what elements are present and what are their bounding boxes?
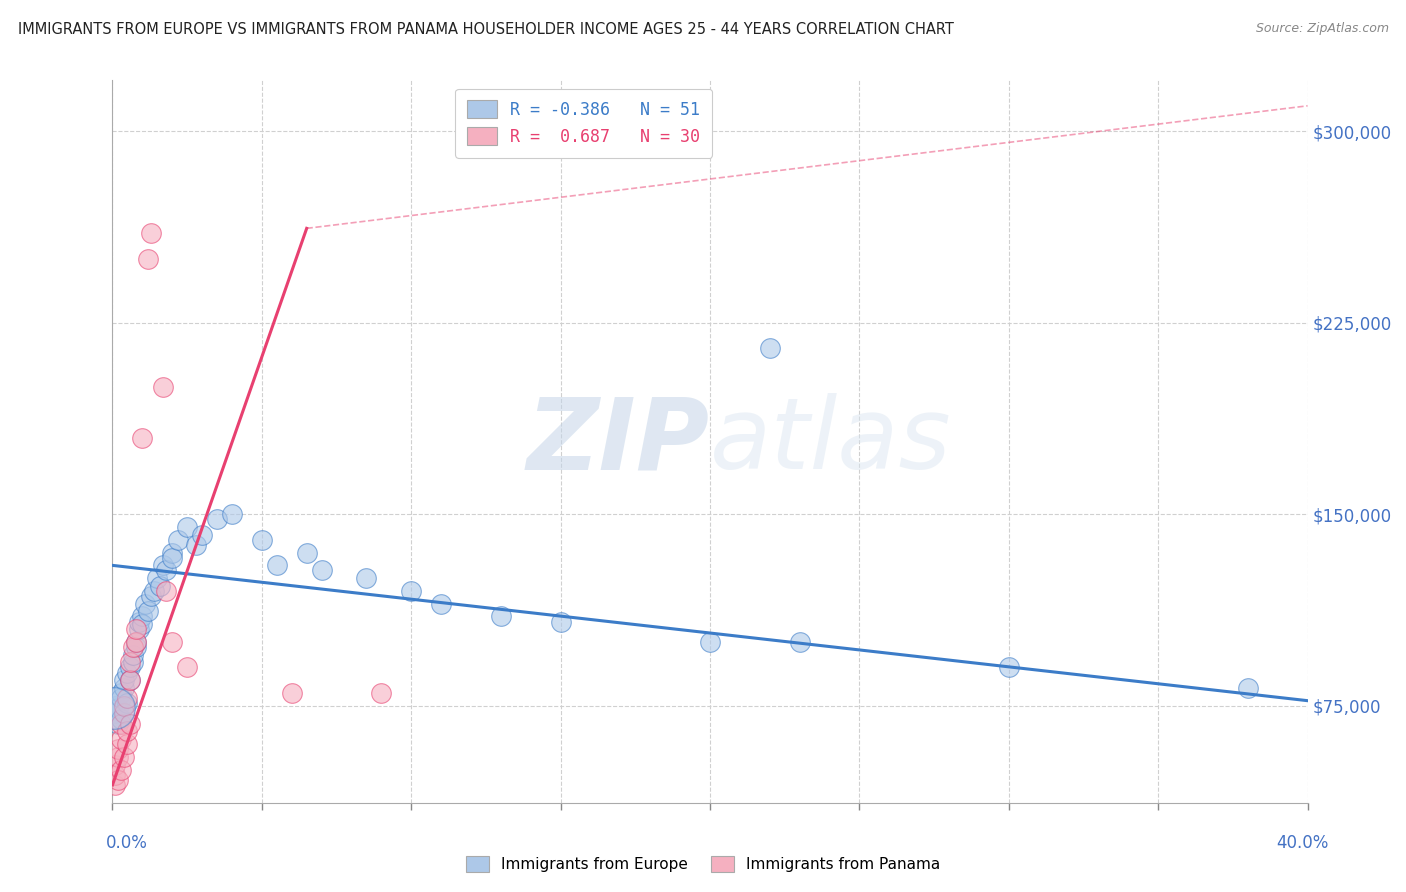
Point: [122, 640, 145, 654]
Point: [1237, 681, 1260, 695]
Point: [131, 609, 153, 624]
Point: [167, 533, 190, 547]
Point: [146, 571, 169, 585]
Point: [117, 737, 139, 751]
Point: [110, 731, 132, 746]
Point: [155, 564, 177, 578]
Point: [162, 635, 183, 649]
Point: [162, 550, 183, 565]
Point: [107, 716, 129, 731]
Text: 40.0%: 40.0%: [1277, 834, 1329, 852]
Point: [117, 691, 139, 706]
Point: [149, 579, 172, 593]
Point: [138, 252, 160, 266]
Point: [120, 656, 142, 670]
Point: [114, 749, 135, 764]
Point: [117, 665, 139, 680]
Point: [125, 640, 148, 654]
Point: [152, 558, 174, 573]
Point: [138, 604, 160, 618]
Point: [104, 698, 127, 713]
Point: [114, 706, 135, 721]
Point: [789, 635, 811, 649]
Point: [125, 635, 148, 649]
Point: [125, 622, 148, 636]
Legend: Immigrants from Europe, Immigrants from Panama: Immigrants from Europe, Immigrants from …: [458, 848, 948, 880]
Point: [250, 533, 273, 547]
Point: [125, 635, 148, 649]
Point: [120, 673, 142, 688]
Legend: R = -0.386   N = 51, R =  0.687   N = 30: R = -0.386 N = 51, R = 0.687 N = 30: [456, 88, 711, 158]
Point: [295, 546, 318, 560]
Text: Source: ZipAtlas.com: Source: ZipAtlas.com: [1256, 22, 1389, 36]
Text: 0.0%: 0.0%: [105, 834, 148, 852]
Point: [370, 686, 392, 700]
Point: [110, 712, 132, 726]
Point: [205, 512, 228, 526]
Point: [103, 701, 125, 715]
Point: [191, 527, 214, 541]
Point: [356, 571, 378, 585]
Point: [699, 635, 721, 649]
Point: [107, 772, 129, 787]
Text: atlas: atlas: [710, 393, 952, 490]
Point: [143, 583, 166, 598]
Point: [176, 660, 198, 674]
Point: [107, 742, 129, 756]
Point: [104, 778, 127, 792]
Point: [128, 615, 150, 629]
Point: [430, 597, 453, 611]
Text: IMMIGRANTS FROM EUROPE VS IMMIGRANTS FROM PANAMA HOUSEHOLDER INCOME AGES 25 - 44: IMMIGRANTS FROM EUROPE VS IMMIGRANTS FRO…: [18, 22, 955, 37]
Point: [401, 583, 423, 598]
Point: [176, 520, 198, 534]
Point: [104, 768, 127, 782]
Point: [131, 431, 153, 445]
Point: [155, 583, 177, 598]
Point: [134, 597, 156, 611]
Point: [120, 673, 142, 688]
Point: [110, 763, 132, 777]
Point: [120, 660, 142, 674]
Point: [759, 342, 782, 356]
Point: [281, 686, 304, 700]
Point: [489, 609, 512, 624]
Point: [311, 564, 333, 578]
Point: [107, 701, 129, 715]
Point: [114, 698, 135, 713]
Point: [117, 696, 139, 710]
Point: [131, 617, 153, 632]
Point: [114, 681, 135, 695]
Point: [107, 749, 129, 764]
Point: [114, 673, 135, 688]
Point: [141, 589, 163, 603]
Point: [122, 648, 145, 662]
Point: [266, 558, 288, 573]
Point: [110, 691, 132, 706]
Point: [550, 615, 572, 629]
Point: [152, 379, 174, 393]
Point: [117, 724, 139, 739]
Point: [122, 656, 145, 670]
Point: [141, 227, 163, 241]
Point: [104, 706, 127, 721]
Point: [221, 508, 243, 522]
Point: [104, 757, 127, 772]
Point: [998, 660, 1021, 674]
Point: [120, 716, 142, 731]
Text: ZIP: ZIP: [527, 393, 710, 490]
Point: [162, 546, 183, 560]
Point: [110, 686, 132, 700]
Point: [128, 622, 150, 636]
Point: [186, 538, 208, 552]
Point: [110, 716, 132, 731]
